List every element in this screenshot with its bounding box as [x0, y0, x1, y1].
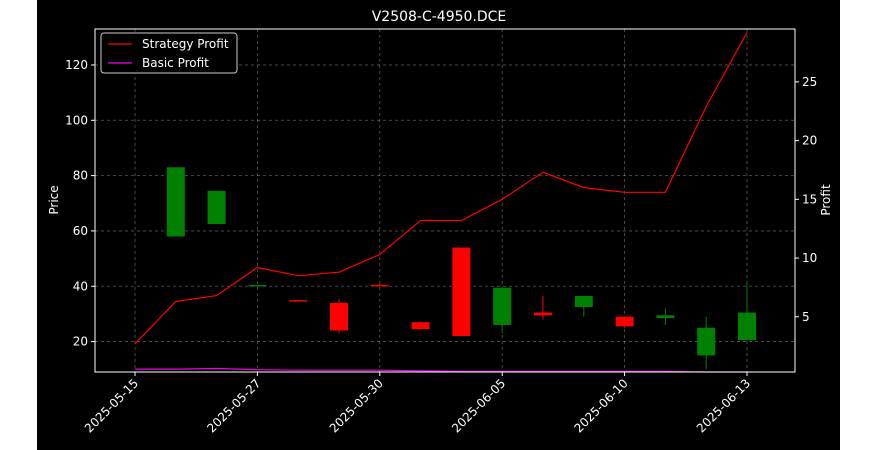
candle-body [207, 190, 226, 225]
y-tick-label-right: 10 [802, 251, 817, 265]
profit-lines [134, 32, 748, 373]
y-axis-label-right: Profit [819, 184, 833, 216]
basic-profit-line [135, 367, 747, 373]
y-tick-label-left: 60 [73, 224, 88, 238]
candle-body [411, 322, 430, 330]
candle-body [574, 295, 593, 307]
legend-box [100, 32, 238, 74]
y-axis-label-left: Price [47, 185, 61, 214]
candle-body [452, 247, 471, 337]
candle-body [330, 302, 348, 331]
y-tick-label-right: 20 [802, 134, 817, 148]
candle-body [615, 316, 634, 327]
candle-body [656, 315, 675, 319]
candle-body [370, 284, 389, 287]
legend-label-strategy-profit: Strategy Profit [142, 37, 229, 51]
legend: Strategy Profit Basic Profit [100, 32, 238, 74]
candle-body [248, 284, 267, 287]
y-tick-label-left: 20 [73, 335, 88, 349]
chart-svg: V2508-C-4950.DCE 20 40 60 80 100 120 5 10 15 20 25… [37, 0, 840, 450]
candle-body [738, 312, 756, 341]
y-tick-label-left: 80 [73, 169, 88, 183]
figure: V2508-C-4950.DCE 20 40 60 80 100 120 5 10 15 20 25… [37, 0, 840, 450]
strategy-profit-line [134, 32, 748, 345]
y-tick-label-left: 100 [65, 113, 88, 127]
candles [166, 167, 756, 370]
y-tick-label-left: 40 [73, 279, 88, 293]
candle-body [493, 287, 512, 325]
y-tick-label-right: 15 [802, 192, 817, 206]
candle-body [166, 167, 185, 237]
y-tick-label-left: 120 [65, 58, 88, 72]
y-tick-label-right: 5 [802, 310, 810, 324]
legend-label-basic-profit: Basic Profit [142, 56, 209, 70]
candle-body [697, 327, 716, 356]
candle-body [289, 300, 308, 302]
gridlines [95, 29, 795, 372]
y-tick-label-right: 25 [802, 75, 817, 89]
candle-body [534, 312, 552, 316]
chart-title: V2508-C-4950.DCE [372, 9, 507, 25]
plot-frame [94, 28, 796, 373]
